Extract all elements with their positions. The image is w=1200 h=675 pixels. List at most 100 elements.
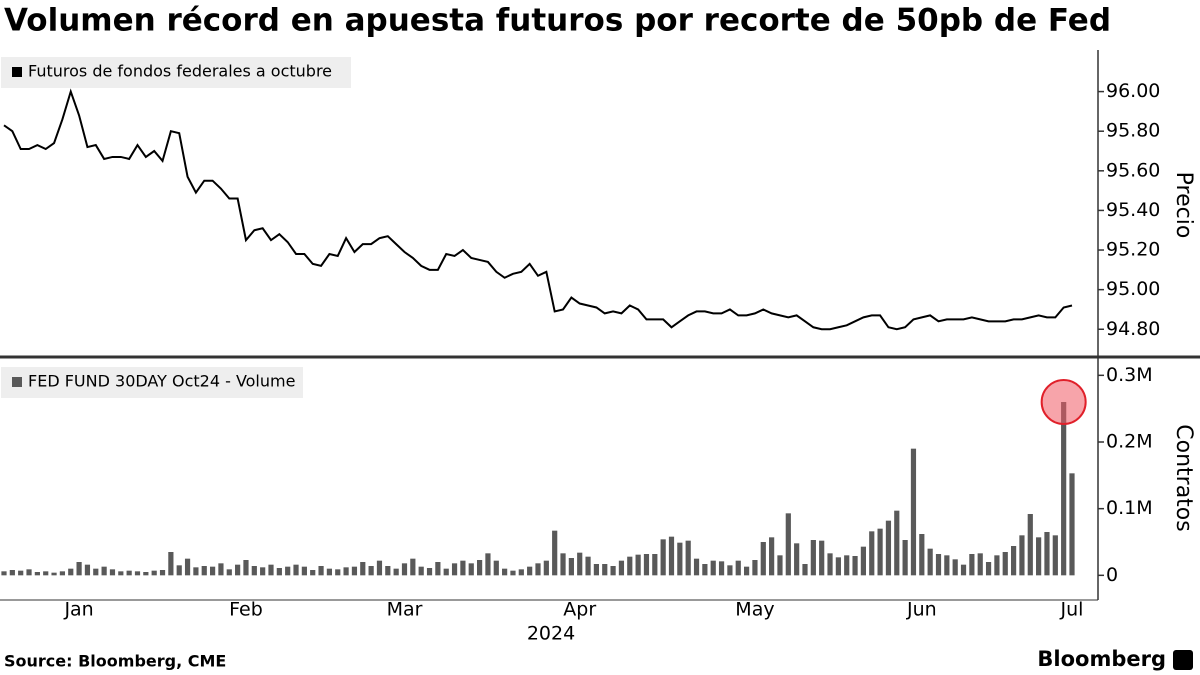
volume-bar	[485, 553, 491, 576]
volume-bar	[401, 563, 408, 576]
volume-bar	[376, 560, 383, 576]
volume-bar	[159, 570, 166, 576]
volume-bar	[885, 520, 892, 576]
volume-bar	[727, 565, 733, 576]
volume-bar	[385, 566, 391, 576]
volume-bar	[844, 555, 850, 576]
volume-bar	[610, 566, 616, 576]
volume-bar	[235, 564, 241, 576]
y-tick-label: 0.1M	[1106, 497, 1153, 519]
volume-bar	[310, 570, 316, 576]
volume-bar	[735, 560, 741, 576]
y-tick-label: 0.2M	[1106, 431, 1153, 453]
volume-bar	[960, 564, 967, 576]
volume-bar	[285, 566, 291, 576]
volume-bar	[910, 448, 917, 576]
y-tick-label: 94.80	[1106, 318, 1160, 340]
volume-bar	[318, 566, 324, 576]
legend-swatch	[12, 67, 22, 77]
volume-bar	[410, 558, 416, 576]
volume-bar	[93, 568, 99, 576]
legend-label: FED FUND 30DAY Oct24 - Volume	[28, 372, 295, 391]
volume-bar	[643, 554, 650, 576]
volume-bar	[1019, 535, 1025, 576]
volume-bar	[18, 570, 24, 576]
volume-bar	[268, 564, 274, 576]
volume-bar	[393, 568, 399, 576]
volume-bar	[985, 562, 992, 576]
volume-bar	[1036, 537, 1042, 576]
volume-bar	[460, 560, 466, 576]
volume-bar	[593, 564, 600, 576]
price-line	[3, 88, 1073, 331]
volume-bar	[1061, 402, 1067, 576]
volume-bar	[835, 557, 841, 576]
volume-bar	[168, 552, 174, 576]
volume-bar	[184, 558, 191, 576]
volume-bar	[151, 570, 157, 576]
volume-bar	[118, 571, 124, 576]
volume-bar	[143, 572, 149, 576]
source: Source: Bloomberg, CME	[4, 652, 226, 671]
y-axis-label: Contratos	[1171, 424, 1196, 531]
legend-box	[1, 367, 303, 398]
volume-bar	[451, 563, 458, 576]
volume-bar	[919, 534, 925, 576]
x-tick-label: Apr	[563, 599, 596, 621]
volume-bar	[193, 567, 199, 576]
volume-bar	[760, 542, 766, 576]
volume-bar	[935, 554, 942, 576]
volume-bar	[827, 553, 833, 576]
volume-bar	[785, 513, 791, 576]
chart-title: Volumen récord en apuesta futuros por re…	[4, 3, 1111, 39]
volume-bar	[502, 568, 508, 576]
volume-bar	[1, 571, 7, 576]
volume-bar	[201, 566, 207, 576]
x-axis-label: 2024	[527, 623, 575, 645]
volume-bar	[34, 572, 40, 576]
volume-bar	[635, 554, 641, 576]
y-tick-label: 0.3M	[1106, 364, 1153, 386]
y-tick-label: 95.80	[1106, 120, 1160, 142]
volume-bar	[702, 564, 708, 576]
volume-bar	[435, 562, 441, 576]
volume-bar	[326, 568, 333, 576]
volume-bar	[418, 566, 424, 576]
volume-bar	[685, 540, 691, 576]
volume-bar	[552, 530, 558, 576]
volume-bar	[226, 569, 232, 576]
volume-bar	[568, 558, 574, 576]
volume-bar	[276, 568, 282, 576]
volume-bar	[852, 556, 858, 576]
y-tick-label: 95.20	[1106, 239, 1160, 261]
volume-bar	[902, 540, 908, 576]
volume-bar	[869, 531, 875, 576]
volume-bar	[769, 537, 775, 576]
volume-bar	[443, 568, 449, 576]
volume-bar	[1044, 532, 1050, 576]
y-tick-label: 95.40	[1106, 199, 1160, 221]
y-tick-label: 96.00	[1106, 80, 1160, 102]
volume-bar	[43, 571, 49, 576]
volume-bar	[26, 569, 32, 576]
legend-box	[1, 57, 351, 88]
volume-bar	[68, 568, 74, 576]
x-tick-label: May	[735, 599, 774, 621]
volume-bar	[977, 553, 983, 576]
volume-bar	[9, 570, 15, 576]
volume-bar	[668, 536, 675, 576]
volume-bar	[510, 570, 516, 576]
volume-bar	[493, 560, 499, 576]
volume-bar	[51, 572, 57, 576]
volume-bar	[535, 563, 541, 576]
volume-bar	[677, 542, 683, 576]
logo: Bloomberg	[1037, 647, 1166, 671]
volume-bar	[560, 553, 566, 576]
volume-bar	[585, 556, 591, 576]
volume-bar	[718, 561, 725, 576]
volume-bar	[752, 560, 758, 576]
volume-bar	[260, 567, 266, 576]
y-tick-label: 95.00	[1106, 278, 1160, 300]
volume-bar	[1027, 514, 1033, 576]
